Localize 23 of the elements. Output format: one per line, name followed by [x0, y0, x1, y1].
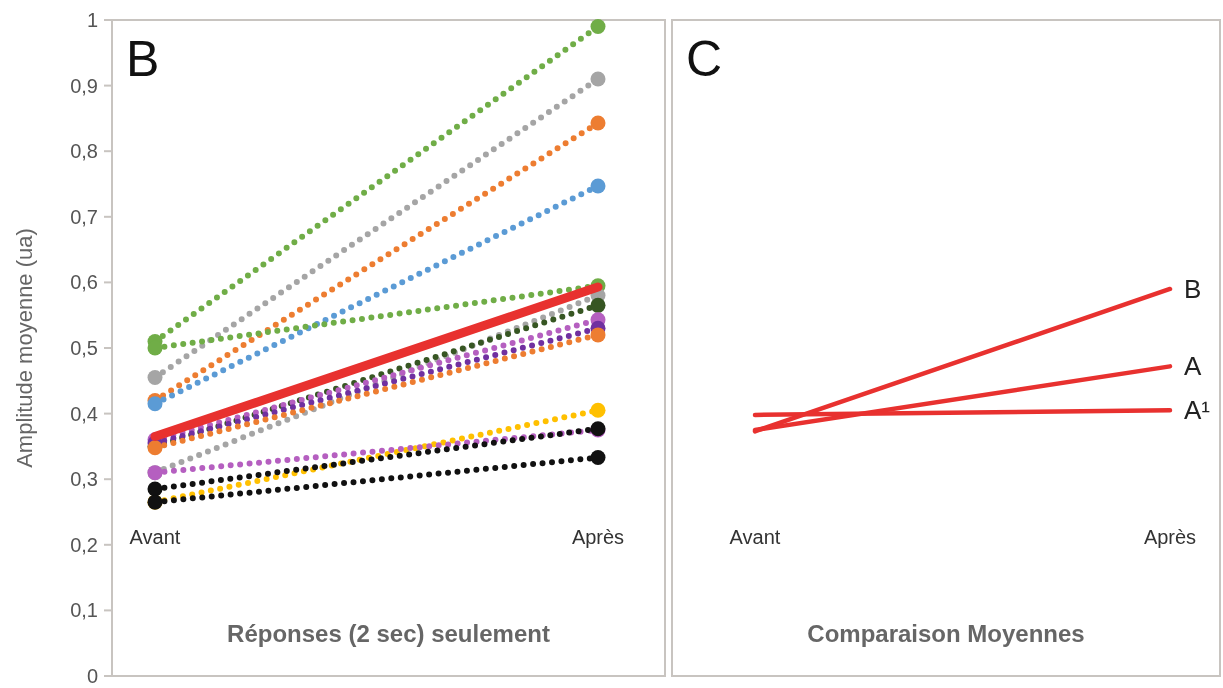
- y-tick-label: 0,2: [70, 533, 98, 556]
- series-label: B: [1184, 274, 1202, 305]
- y-tick-label: 1: [86, 9, 98, 31]
- y-tick-label: 0,7: [70, 205, 98, 228]
- y-tick-label: 0,3: [70, 468, 98, 491]
- y-tick-label: 0,5: [70, 337, 98, 359]
- x-axis-title: Réponses (2 sec) seulement: [227, 620, 550, 647]
- chart-title: C: [686, 31, 723, 87]
- y-tick-label: 0,9: [70, 74, 98, 97]
- y-tick-label: 0,8: [70, 140, 98, 163]
- x-tick-label: Après: [1143, 526, 1197, 548]
- series-label: A¹: [1184, 395, 1211, 426]
- y-tick-label: 0: [86, 665, 98, 687]
- chart-title: B: [126, 31, 160, 87]
- x-tick-label: Avant: [129, 526, 181, 548]
- x-tick-label: Après: [571, 526, 625, 548]
- y-tick-label: 0,4: [70, 402, 98, 425]
- y-tick-label: 0,1: [70, 599, 98, 622]
- x-tick-label: Avant: [729, 526, 781, 548]
- series-label: A: [1184, 351, 1202, 382]
- y-tick-label: 0,6: [70, 271, 98, 294]
- x-axis-title: Comparaison Moyennes: [807, 620, 1085, 647]
- y-axis-title: Amplitude moyenne (ua): [12, 228, 37, 468]
